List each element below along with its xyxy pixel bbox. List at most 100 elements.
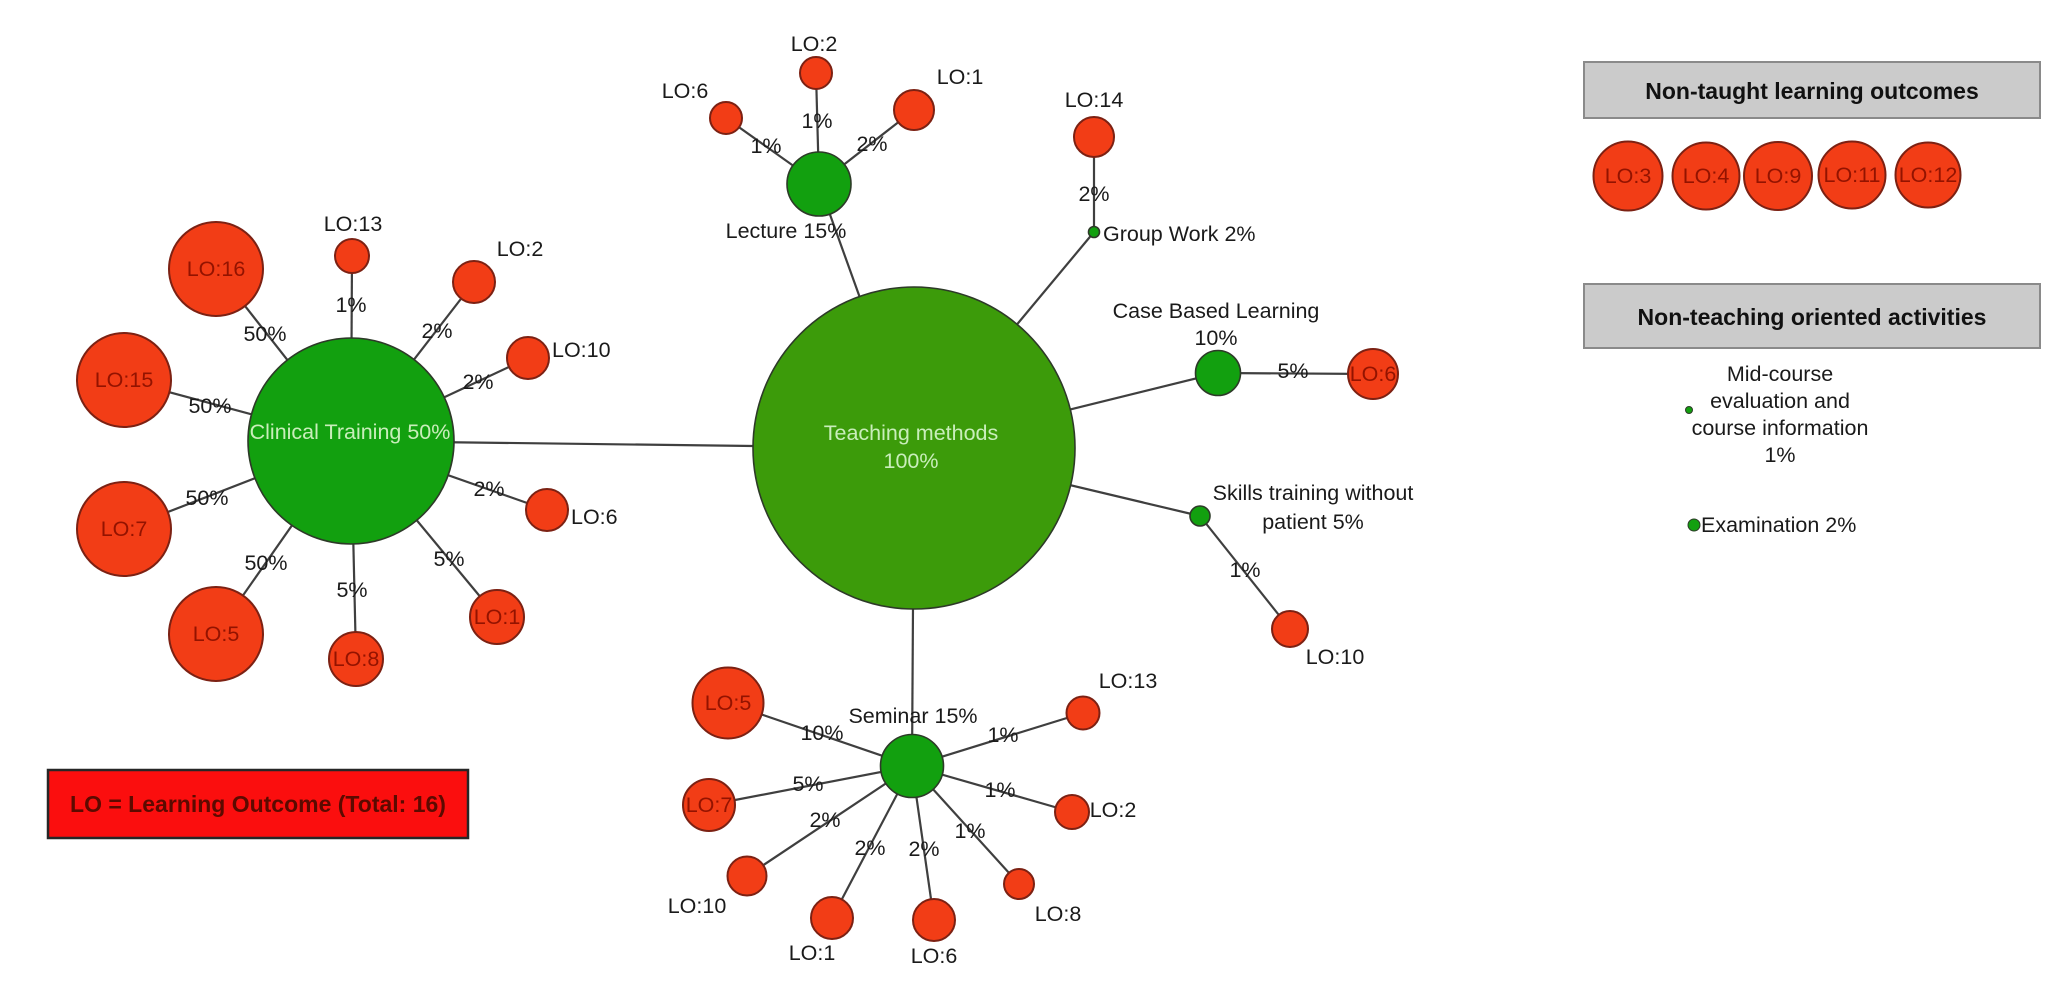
hub-label-skills: Skills training without (1213, 481, 1414, 505)
legend-activity-label-midcourse: 1% (1764, 443, 1795, 467)
edge-label: 1% (984, 778, 1015, 802)
outcome-node-ct-lo13 (334, 238, 370, 274)
legend-outcome-node-lo4 (1671, 141, 1741, 211)
outcome-node-ct-lo10 (506, 336, 550, 380)
hub-node-skills (1189, 505, 1211, 527)
edge-seminar-sem-lo7 (708, 764, 913, 807)
outcome-node-sem-lo5 (691, 666, 765, 740)
footnote-text: LO = Learning Outcome (Total: 16) (70, 791, 446, 817)
legend-outcome-node-lo11 (1817, 140, 1887, 210)
outcome-label-ct-lo13: LO:13 (324, 212, 383, 236)
legend-non-taught-title: Non-taught learning outcomes (1645, 78, 1979, 104)
edge-label: 5% (792, 772, 823, 796)
outcome-node-sem-lo13 (1065, 695, 1101, 731)
edge-label: 2% (908, 837, 939, 861)
edge-label: 1% (750, 134, 781, 158)
outcome-node-sk-lo10 (1271, 610, 1309, 648)
edge-label: 50% (244, 551, 287, 575)
legend-activity-label-midcourse: course information (1692, 416, 1869, 440)
hub-label-clinical: Clinical Training 50% (250, 420, 451, 444)
outcome-label-ct-lo1: LO:1 (474, 605, 521, 629)
legend-outcome-label: LO:11 (1824, 163, 1881, 187)
outcome-node-sem-lo6 (912, 898, 956, 942)
outcome-node-ct-lo2 (452, 260, 496, 304)
hub-label-teaching: Teaching methods (824, 421, 999, 445)
outcome-node-lec-lo6 (709, 101, 743, 135)
hub-node-lecture (786, 151, 852, 217)
outcome-label-ct-lo15: LO:15 (95, 368, 154, 392)
outcome-node-sem-lo8 (1003, 868, 1035, 900)
hub-node-clinical (247, 337, 455, 545)
outcome-label-cbl-lo6: LO:6 (1350, 362, 1397, 386)
outcome-label-ct-lo2: LO:2 (497, 237, 544, 261)
outcome-node-sem-lo7 (682, 778, 736, 832)
outcome-label-ct-lo5: LO:5 (193, 622, 240, 646)
hub-node-teaching (752, 286, 1076, 610)
hub-node-groupwork (1087, 225, 1101, 239)
outcome-node-ct-lo8 (328, 631, 384, 687)
edge-label: 2% (473, 477, 504, 501)
edge-label: 50% (188, 394, 231, 418)
legend-outcome-label: LO:4 (1683, 164, 1730, 188)
outcome-node-ct-lo16 (168, 221, 264, 317)
legend-outcome-label: LO:9 (1755, 164, 1802, 188)
outcome-label-sem-lo1: LO:1 (789, 941, 836, 965)
outcome-node-cbl-lo6 (1347, 348, 1399, 400)
hub-label-teaching: 100% (884, 449, 939, 473)
labels-layer: 50% 1% 2% 2% 50% 2% 50% 50% 5% 5% 1% 1% 2% 2% 5% 1% 10% 5… (95, 32, 1414, 968)
edge-label: 1% (335, 293, 366, 317)
legend-activity-label-midcourse: Mid-course (1727, 362, 1833, 386)
edge-label: 2% (462, 370, 493, 394)
outcome-label-lec-lo2: LO:2 (791, 32, 838, 56)
hub-label-cbl: 10% (1194, 326, 1237, 350)
outcome-label-ct-lo16: LO:16 (187, 257, 246, 281)
hub-node-cbl (1194, 349, 1242, 397)
outcome-node-ct-lo1 (469, 589, 525, 645)
outcome-label-ct-lo7: LO:7 (101, 517, 148, 541)
outcome-node-ct-lo7 (76, 481, 172, 577)
outcome-label-gw-lo14: LO:14 (1065, 88, 1124, 112)
outcome-label-lec-lo1: LO:1 (937, 65, 984, 89)
outcome-node-lec-lo1 (893, 89, 935, 131)
hub-label-skills: patient 5% (1262, 510, 1364, 534)
edge-label: 50% (185, 486, 228, 510)
edge-label: 1% (801, 109, 832, 133)
outcome-node-ct-lo5 (168, 586, 264, 682)
outcome-node-gw-lo14 (1073, 116, 1115, 158)
edge-label: 2% (421, 319, 452, 343)
edge-seminar-sem-lo10 (746, 765, 913, 877)
outcome-label-ct-lo6: LO:6 (571, 505, 618, 529)
edge-label: 1% (1229, 558, 1260, 582)
legend-outcome-label: LO:3 (1605, 164, 1652, 188)
hub-node-seminar (879, 733, 945, 799)
legend-layer: Non-taught learning outcomes LO:3 LO:4 LO:9… (46, 61, 2041, 840)
hub-label-lecture: Lecture 15% (726, 219, 847, 243)
legend-non-taught-box (1583, 61, 2041, 119)
legend-activity-dot-examination (1687, 518, 1701, 532)
edge-label: 1% (987, 723, 1018, 747)
edge-skills-sk-lo10 (1199, 515, 1291, 630)
outcome-node-sem-lo1 (810, 896, 854, 940)
legend-non-teaching-title: Non-teaching oriented activities (1638, 304, 1987, 330)
outcome-label-sem-lo6: LO:6 (911, 944, 958, 968)
nodes-layer (76, 56, 1399, 942)
edge-label: 2% (854, 836, 885, 860)
hub-label-cbl: Case Based Learning (1113, 299, 1320, 323)
outcome-node-sem-lo2 (1054, 794, 1090, 830)
footnote-box (46, 768, 470, 840)
legend-outcome-node-lo9 (1743, 141, 1813, 211)
outcome-label-ct-lo8: LO:8 (333, 647, 380, 671)
hub-label-groupwork: Group Work 2% (1103, 222, 1256, 246)
outcome-label-lec-lo6: LO:6 (662, 79, 709, 103)
edge-label: 2% (809, 808, 840, 832)
outcome-label-ct-lo10: LO:10 (552, 338, 611, 362)
edge-label: 2% (856, 132, 887, 156)
outcome-label-sem-lo7: LO:7 (686, 793, 733, 817)
outcome-node-ct-lo6 (525, 488, 569, 532)
outcome-label-sem-lo13: LO:13 (1099, 669, 1158, 693)
legend-activity-label-examination: Examination 2% (1701, 513, 1856, 537)
outcome-node-lec-lo2 (799, 56, 833, 90)
legend-non-teaching-box (1583, 283, 2041, 349)
